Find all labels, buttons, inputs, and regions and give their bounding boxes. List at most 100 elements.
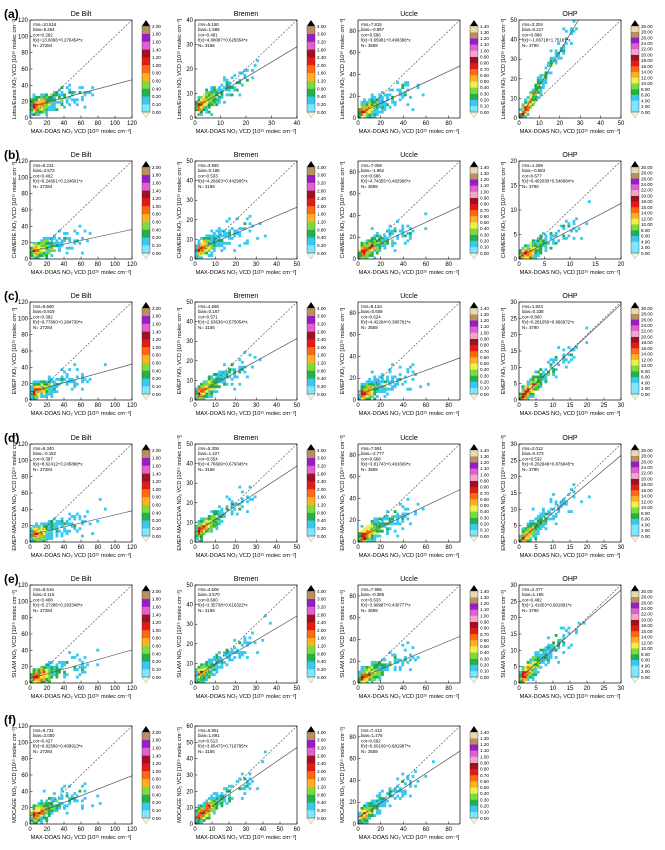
density-bin <box>40 524 44 528</box>
density-bin <box>63 784 66 788</box>
density-bin <box>375 244 379 248</box>
density-bin <box>368 534 372 538</box>
density-bin <box>207 254 211 257</box>
density-bin <box>393 385 397 389</box>
density-bin <box>554 522 558 526</box>
colorbar-tick-label: 28.00 <box>641 171 653 176</box>
density-bin <box>398 787 402 791</box>
colorbar-segment <box>142 465 150 474</box>
density-bin <box>45 108 49 112</box>
density-bin <box>60 787 64 791</box>
colorbar-segment <box>307 763 315 772</box>
density-bin <box>414 510 417 513</box>
y-axis-label: MOCAGE NO₂ VCD [10¹⁵ molec cm⁻²] <box>176 727 183 823</box>
density-bin <box>529 91 533 94</box>
density-bin <box>552 507 555 511</box>
density-bin <box>55 385 59 389</box>
density-bin <box>531 658 535 662</box>
y-tick-label: 100 <box>18 34 29 40</box>
density-bin <box>42 241 46 245</box>
density-bin <box>207 522 211 526</box>
colorbar-tick-label: 10.00 <box>641 505 653 510</box>
density-bin <box>562 636 566 640</box>
density-bin <box>207 95 211 99</box>
x-tick-label: 60 <box>423 686 430 692</box>
density-bin <box>529 100 533 104</box>
density-bin <box>50 249 54 253</box>
y-axis-label: EMEP NO₂ VCD [10¹⁵ molec cm⁻²] <box>339 307 346 394</box>
density-bin <box>380 799 384 803</box>
density-bin <box>40 390 44 394</box>
colorbar-segment <box>470 658 478 665</box>
density-bin <box>386 236 389 240</box>
density-bin <box>363 113 366 116</box>
density-bin <box>238 227 242 230</box>
density-bin <box>393 789 397 793</box>
density-bin <box>42 532 46 536</box>
density-bin <box>243 636 247 640</box>
x-tick-label: 120 <box>127 121 138 127</box>
colorbar-min-arrow <box>306 393 316 401</box>
density-bin <box>202 244 206 248</box>
y-axis-label: EMEP-MACCEVA NO₂ VCD [10¹⁵ molec cm⁻²] <box>339 435 346 551</box>
y-tick-label: 40 <box>186 18 193 24</box>
density-bin <box>55 100 59 104</box>
colorbar-tick-label: 0.40 <box>480 791 489 796</box>
colorbar-tick-label: 4.00 <box>641 239 650 244</box>
y-tick-label: 30 <box>186 481 193 487</box>
x-tick-label: 5 <box>543 262 547 268</box>
colorbar-tick-label: 0.60 <box>152 644 161 649</box>
density-bin <box>63 675 66 679</box>
colorbar-segment <box>631 83 639 90</box>
density-bin <box>55 675 59 679</box>
density-bin <box>380 804 384 808</box>
density-bin <box>35 100 38 104</box>
colorbar-tick-label: 1.20 <box>480 601 489 606</box>
density-bin <box>228 81 231 85</box>
x-tick-label: 60 <box>78 262 85 268</box>
density-bin <box>223 794 226 798</box>
density-bin <box>536 524 540 528</box>
density-bin <box>197 680 201 683</box>
colorbar-max-arrow <box>631 444 639 450</box>
density-bin <box>195 103 198 107</box>
stats-text: bias=3.573 <box>33 168 55 173</box>
density-bin <box>524 387 527 391</box>
density-bin <box>373 256 377 259</box>
density-bin <box>373 105 377 109</box>
stats-text: rms=7.059 <box>361 163 382 168</box>
density-bin <box>240 643 244 647</box>
y-axis-label: SILAM NO₂ VCD [10¹⁵ molec cm⁻²] <box>176 590 183 678</box>
density-bin <box>549 646 553 650</box>
stats-text: N= 3559 <box>361 749 378 754</box>
density-bin <box>544 234 548 238</box>
density-bin <box>373 110 377 114</box>
density-bin <box>197 668 201 672</box>
density-bin <box>396 512 400 516</box>
density-bin <box>86 91 89 94</box>
density-bin <box>200 113 203 116</box>
stats-text: f(x)=1.41653+0.901891*x <box>522 603 572 608</box>
density-bin <box>572 236 576 240</box>
density-bin <box>240 787 244 791</box>
density-bin <box>228 794 231 798</box>
density-bin <box>539 93 543 97</box>
x-axis-label: MAX-DOAS NO₂ VCD [10¹⁵ molec cm⁻²] <box>359 693 460 700</box>
one-to-one-line <box>195 726 297 824</box>
colorbar-tick-label: 14.00 <box>641 211 653 216</box>
density-bin <box>210 254 214 257</box>
density-bin <box>63 529 66 533</box>
density-bin <box>383 390 387 394</box>
density-bin <box>50 380 54 384</box>
density-bin <box>73 363 77 367</box>
density-bin <box>42 249 46 253</box>
stats-text: N= 3156 <box>198 184 215 189</box>
density-bin <box>240 227 244 230</box>
density-bin <box>360 385 364 389</box>
colorbar-frame <box>306 449 316 537</box>
stats-text: f(x)=2.63636+0.575054*x <box>198 320 248 325</box>
colorbar-tick-label: 4.00 <box>317 306 326 311</box>
density-bin <box>360 100 364 104</box>
density-bin <box>215 239 219 243</box>
density-bin <box>554 49 558 53</box>
